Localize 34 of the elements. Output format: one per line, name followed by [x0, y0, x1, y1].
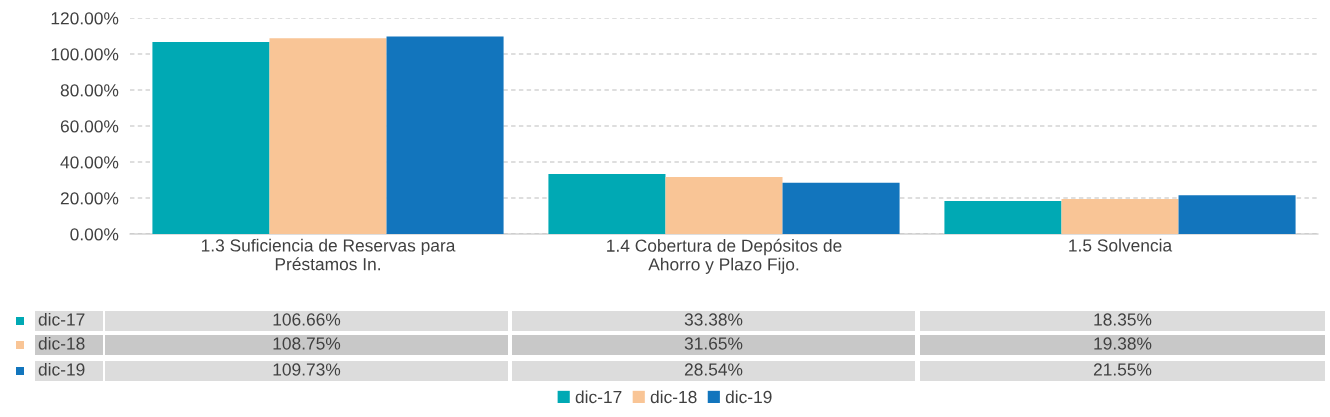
data-label: 21.55%	[1093, 363, 1152, 376]
text: dic-19	[38, 362, 85, 376]
bar	[548, 173, 666, 234]
x-tick-label: 1.5 Solvencia	[1069, 238, 1173, 252]
legend-label: dic-17	[38, 312, 85, 326]
text: dic-18	[38, 336, 85, 350]
y-tick-label: 40.00%	[60, 156, 119, 169]
y-tick-label: 0.00%	[70, 228, 119, 241]
bar	[944, 200, 1062, 234]
data-label: 106.66%	[273, 313, 341, 326]
x-tick-label: 1.4 Cobertura de Depósitos de Ahorro y Plazo Fijo.	[607, 238, 842, 274]
bar	[269, 38, 387, 234]
bar	[1178, 195, 1296, 234]
data-label: 28.54%	[684, 363, 743, 376]
data-label: 31.65%	[684, 337, 743, 350]
bar	[152, 42, 270, 234]
legend-label: dic-19	[725, 390, 772, 404]
data-label: 18.35%	[1094, 313, 1152, 326]
y-tick-label: 60.00%	[60, 120, 119, 133]
data-label: 19.38%	[1094, 337, 1152, 350]
y-tick-label: 20.00%	[60, 192, 119, 205]
bar	[386, 36, 504, 234]
bar	[782, 182, 900, 234]
bar	[665, 177, 783, 234]
x-tick-label: 1.3 Suficiencia de Reservas para Préstamos In.	[201, 238, 456, 271]
y-tick-label: 100.00%	[51, 48, 119, 61]
text: dic-17	[575, 390, 622, 404]
legend-label: dic-18	[650, 390, 697, 404]
data-label: 109.73%	[273, 363, 341, 376]
data-label: 33.38%	[684, 313, 743, 326]
y-tick-label: 80.00%	[60, 84, 119, 97]
bar	[1061, 199, 1179, 234]
data-label: 108.75%	[273, 337, 341, 350]
y-tick-label: 120.00%	[51, 12, 119, 25]
